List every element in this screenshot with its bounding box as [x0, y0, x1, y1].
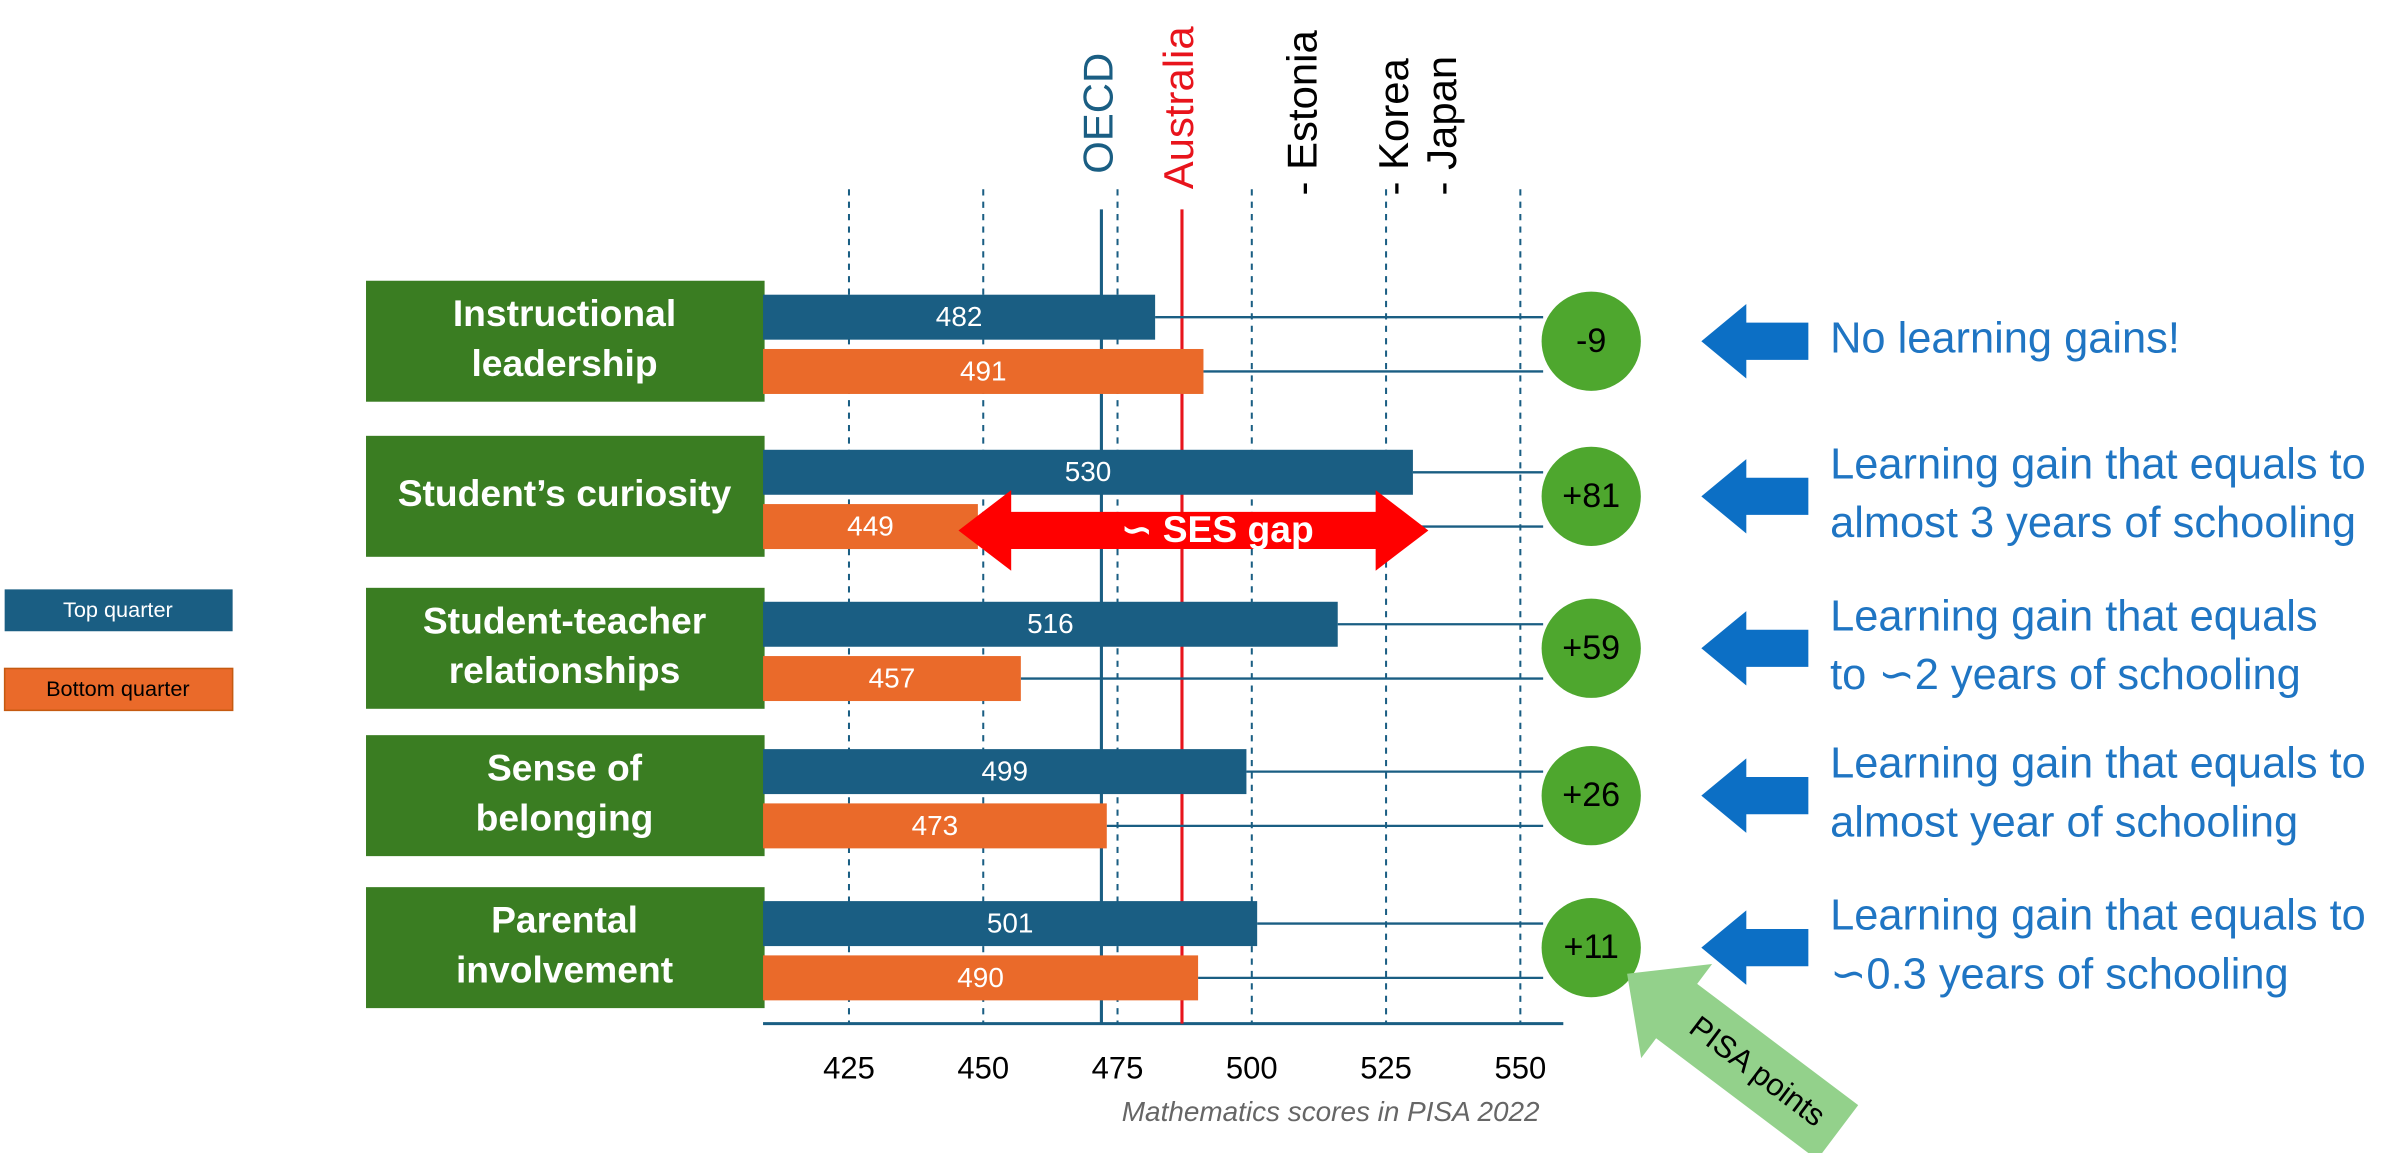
bar — [763, 656, 1021, 702]
category-label: Student-teacher — [423, 599, 706, 641]
annotation: Learning gain that equals to — [1830, 740, 2366, 788]
legend-label: Bottom quarter — [46, 676, 190, 701]
annotation: Learning gain that equals to — [1830, 892, 2366, 940]
bar — [763, 749, 1247, 795]
reference-label: - Korea — [1370, 57, 1417, 195]
bar-value-label: 473 — [912, 810, 959, 841]
x-tick-label: 475 — [1092, 1050, 1144, 1085]
bar-value-label: 501 — [987, 908, 1034, 939]
category-box — [366, 887, 765, 1009]
category-label: belonging — [476, 796, 654, 838]
bar — [763, 504, 978, 550]
pointer-arrow — [1701, 910, 1809, 985]
bar — [763, 449, 1413, 495]
difference-circle — [1541, 291, 1641, 391]
legend-swatch — [4, 589, 233, 632]
bar-value-label: 449 — [847, 510, 894, 541]
category-label: involvement — [456, 948, 673, 990]
annotation: ∽0.3 years of schooling — [1830, 951, 2289, 999]
category-box — [366, 587, 765, 709]
difference-label: -9 — [1576, 322, 1606, 360]
pointer-arrow — [1701, 304, 1809, 379]
category-box — [366, 735, 765, 857]
bar — [763, 294, 1156, 340]
difference-circle — [1541, 898, 1641, 998]
difference-circle — [1541, 598, 1641, 698]
reference-label: - Japan — [1418, 56, 1465, 196]
category-label: leadership — [471, 342, 657, 384]
reference-label: OECD — [1074, 53, 1121, 174]
annotation: to ∽2 years of schooling — [1830, 651, 2301, 699]
difference-circle — [1541, 746, 1641, 846]
x-tick-label: 525 — [1360, 1050, 1412, 1085]
bar — [763, 901, 1258, 947]
annotation: almost year of schooling — [1830, 799, 2298, 847]
x-tick-label: 425 — [823, 1050, 875, 1085]
bar — [763, 803, 1107, 849]
bar-value-label: 530 — [1065, 456, 1112, 487]
bar-value-label: 516 — [1027, 608, 1074, 639]
difference-label: +81 — [1562, 477, 1620, 515]
bar — [763, 955, 1199, 1001]
category-box — [366, 280, 765, 402]
x-tick-label: 500 — [1226, 1050, 1278, 1085]
bar-value-label: 490 — [957, 962, 1004, 993]
category-box — [366, 435, 765, 557]
x-axis-label: Mathematics scores in PISA 2022 — [1122, 1096, 1540, 1127]
pointer-arrow — [1701, 611, 1809, 686]
bar-value-label: 482 — [936, 301, 983, 332]
annotation: No learning gains! — [1830, 315, 2180, 363]
category-label: Instructional — [453, 292, 676, 334]
difference-circle — [1541, 446, 1641, 546]
pointer-arrow — [1701, 459, 1809, 534]
bar — [763, 348, 1204, 394]
legend-label: Top quarter — [63, 597, 173, 622]
x-tick-label: 550 — [1494, 1050, 1546, 1085]
pointer-arrow — [1701, 758, 1809, 833]
bar — [763, 601, 1338, 647]
difference-label: +59 — [1562, 629, 1620, 667]
annotation: almost 3 years of schooling — [1830, 499, 2356, 547]
reference-label: Australia — [1155, 26, 1202, 190]
ses-gap-label: ∽ SES gap — [1121, 508, 1314, 550]
arrow-shape — [1627, 963, 1859, 1153]
category-label: Parental — [491, 899, 638, 941]
ses-gap-arrow — [958, 490, 1429, 571]
bar-value-label: 499 — [981, 756, 1028, 787]
category-label: Student’s curiosity — [398, 472, 732, 514]
annotation: Learning gain that equals to — [1830, 440, 2366, 488]
bar-value-label: 491 — [960, 355, 1007, 386]
category-label: Sense of — [487, 747, 643, 789]
difference-label: +11 — [1564, 928, 1619, 966]
reference-label: - Estonia — [1279, 30, 1326, 196]
difference-label: +26 — [1562, 776, 1620, 814]
annotation: Learning gain that equals — [1830, 592, 2318, 640]
x-tick-label: 450 — [957, 1050, 1009, 1085]
category-label: relationships — [449, 649, 681, 691]
bar-value-label: 457 — [869, 662, 916, 693]
legend-swatch — [3, 667, 234, 712]
